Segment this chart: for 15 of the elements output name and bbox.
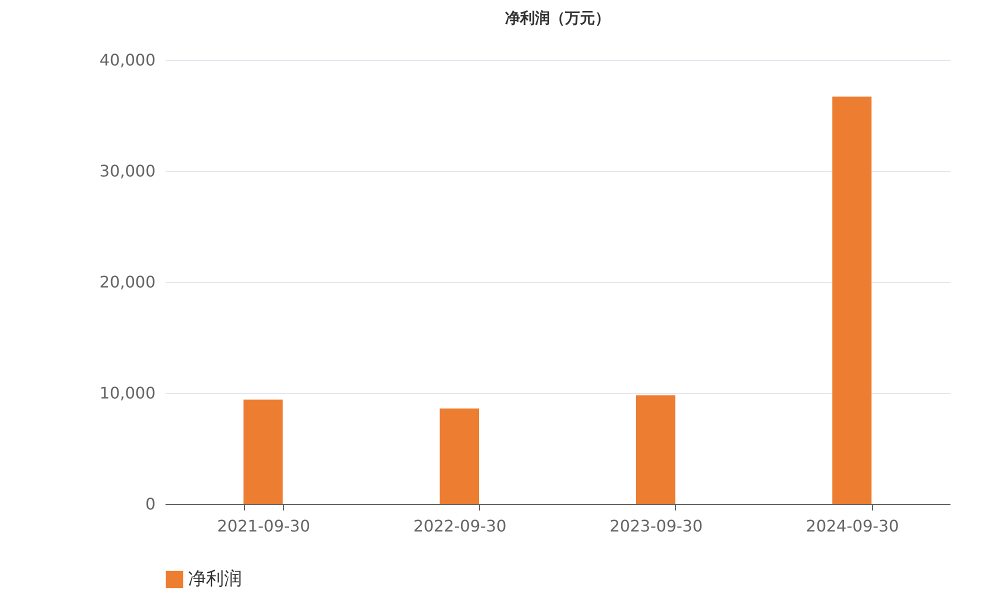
- y-tick-label: 40,000: [100, 50, 156, 70]
- bar: [832, 96, 872, 504]
- chart-title: 净利润（万元）: [505, 9, 610, 27]
- y-tick-label: 0: [145, 494, 156, 514]
- y-tick-label: 10,000: [100, 384, 156, 402]
- y-tick-label: 20,000: [100, 272, 156, 292]
- x-tick-label: 2022-09-30: [413, 516, 506, 536]
- bar: [244, 400, 283, 504]
- x-tick-label: 2024-09-30: [806, 516, 899, 536]
- x-tick-label: 2021-09-30: [217, 516, 310, 536]
- y-tick-label: 30,000: [100, 162, 156, 180]
- bar: [440, 408, 479, 504]
- x-tick-label: 2023-09-30: [610, 516, 703, 536]
- bar: [636, 395, 676, 504]
- legend-label: 净利润: [188, 568, 242, 590]
